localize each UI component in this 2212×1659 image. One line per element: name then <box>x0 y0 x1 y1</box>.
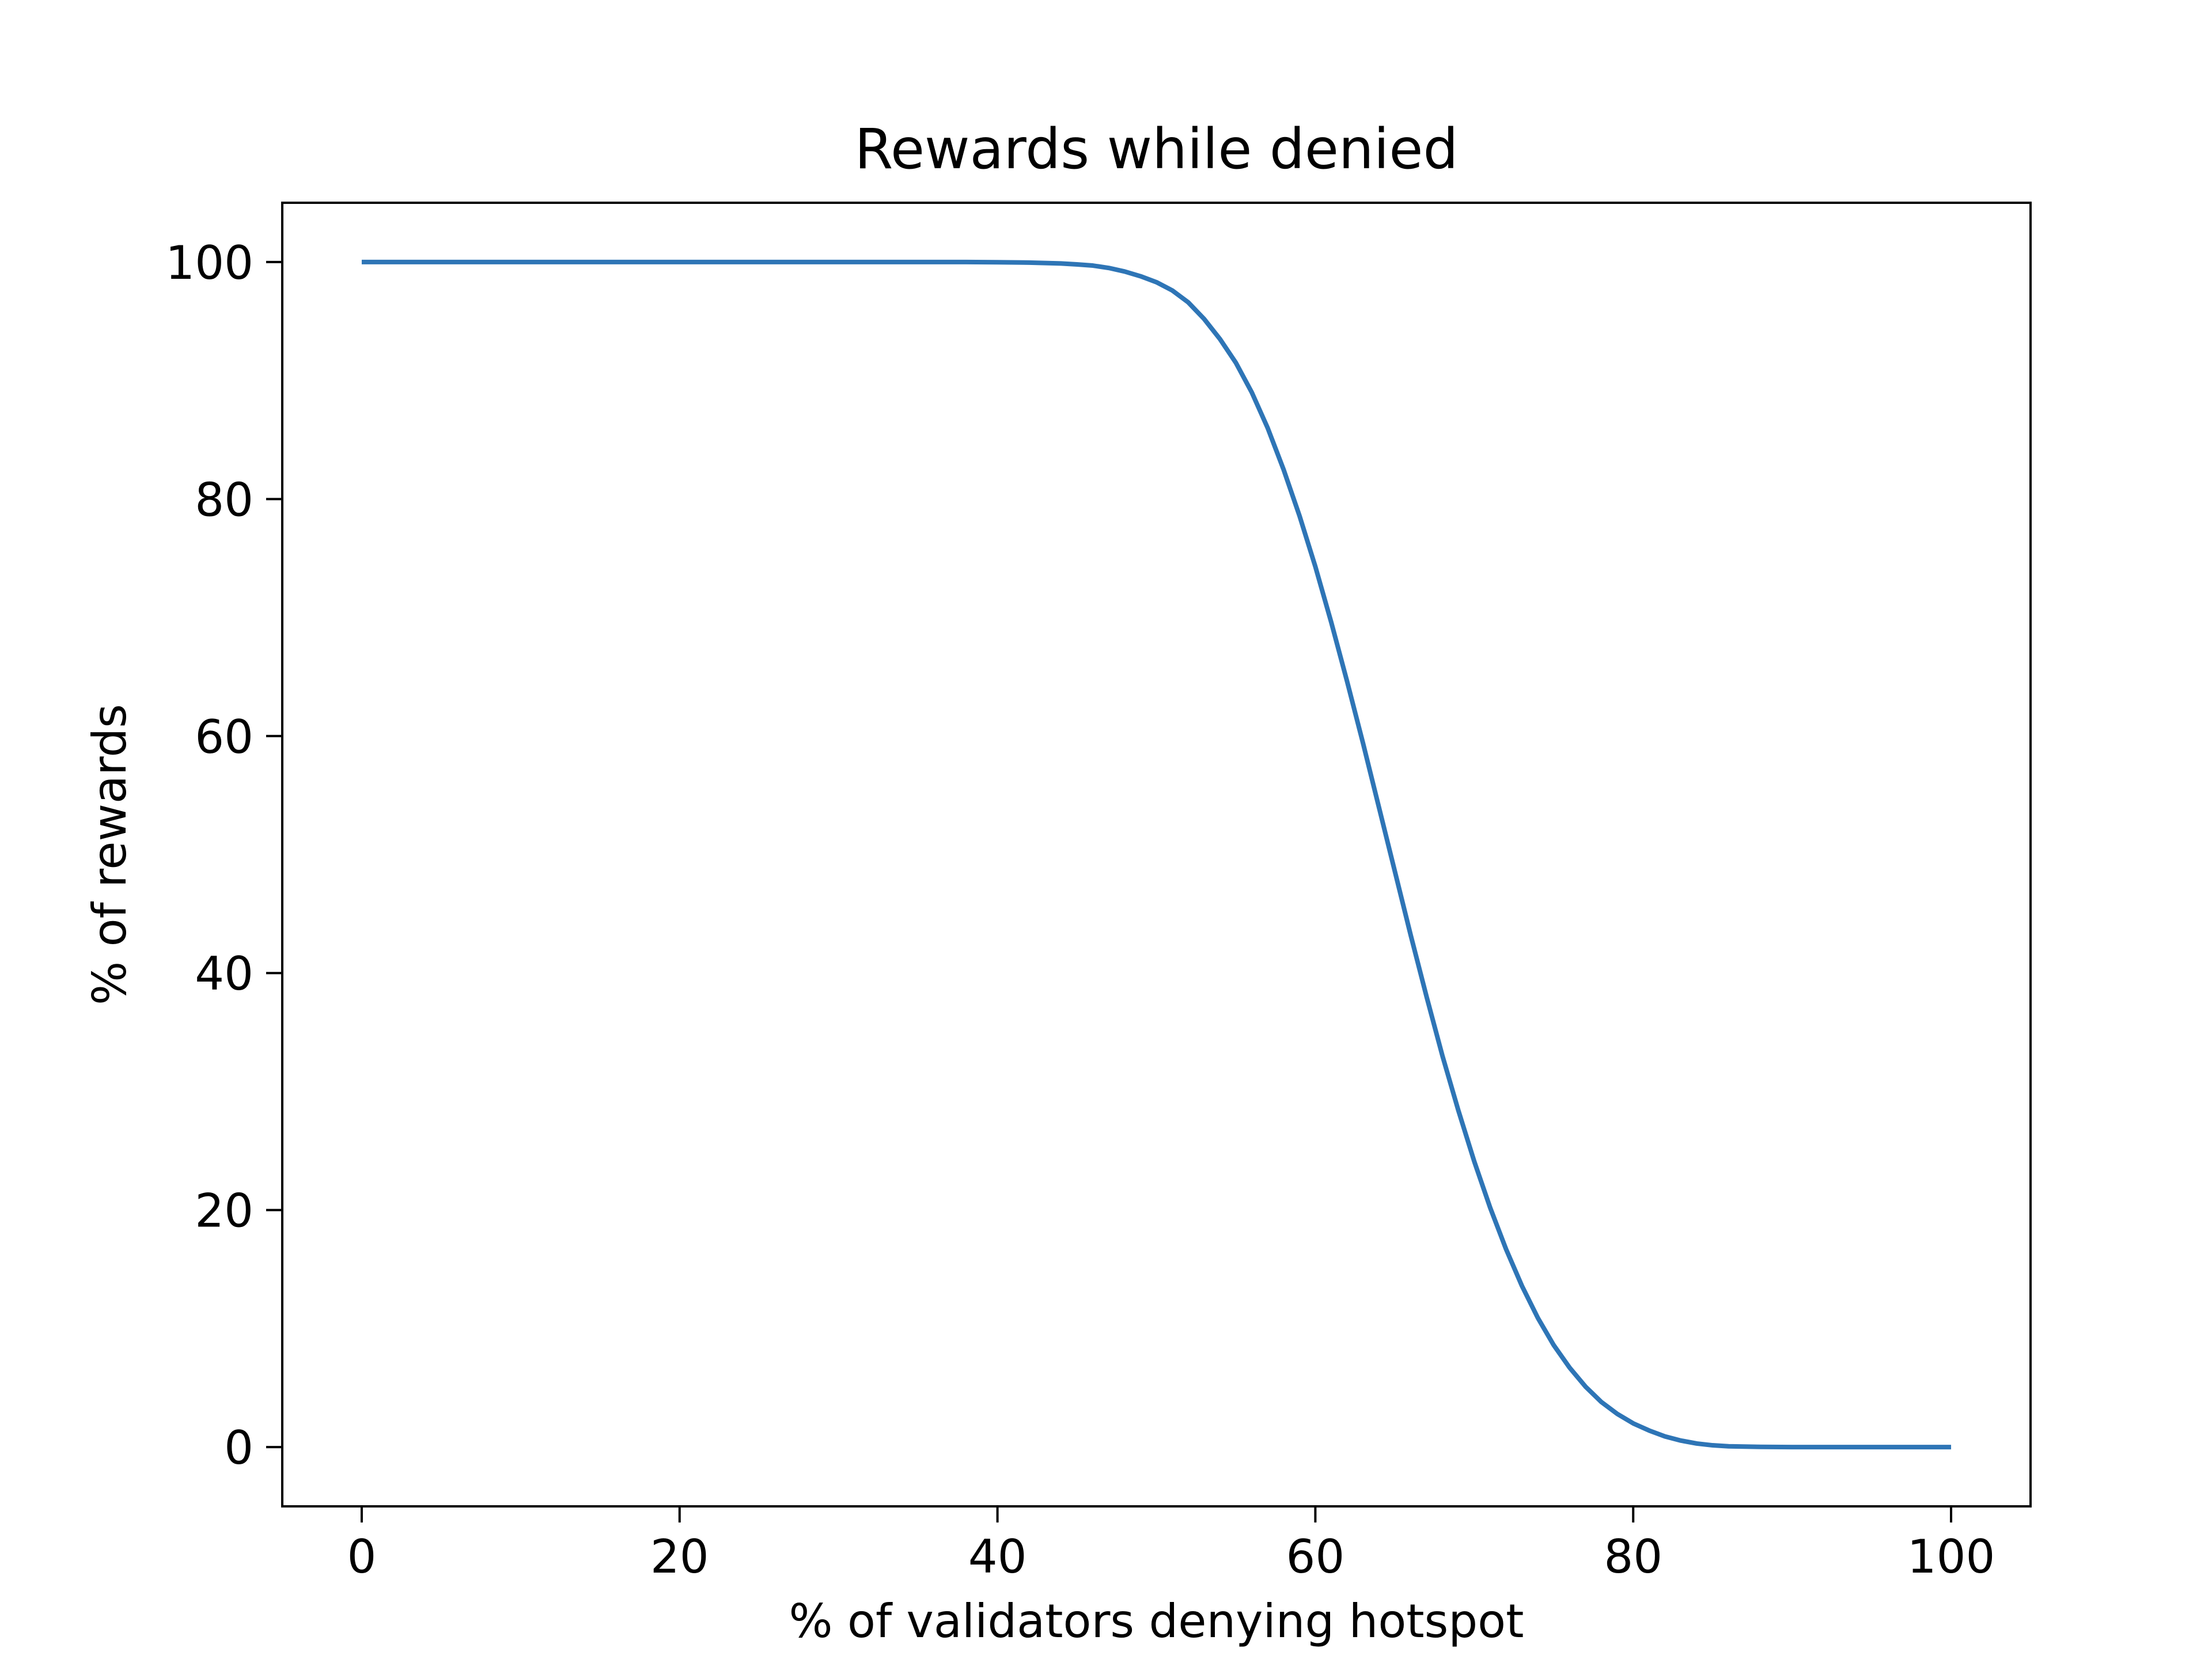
x-tick-label: 100 <box>1907 1530 1995 1584</box>
x-tick-label: 80 <box>1604 1530 1662 1584</box>
chart-title: Rewards while denied <box>855 117 1459 181</box>
x-tick-label: 20 <box>650 1530 709 1584</box>
y-tick-label: 0 <box>224 1421 253 1475</box>
y-tick-label: 40 <box>195 947 253 1001</box>
plot-frame <box>281 202 2032 1508</box>
x-tick-label: 40 <box>968 1530 1027 1584</box>
y-tick-label: 20 <box>195 1184 253 1238</box>
x-tick-label: 0 <box>347 1530 377 1584</box>
y-ticks: 0 20 40 60 80 100 <box>165 236 282 1475</box>
y-tick-label: 80 <box>195 473 253 527</box>
x-ticks: 0 20 40 60 80 100 <box>347 1506 1995 1584</box>
x-axis-label: % of validators denying hotspot <box>789 1594 1524 1648</box>
x-tick-label: 60 <box>1286 1530 1345 1584</box>
y-tick-label: 60 <box>195 710 253 764</box>
y-axis-label: % of rewards <box>83 704 137 1005</box>
series-line <box>361 259 1952 1450</box>
y-tick-label: 100 <box>165 236 253 290</box>
